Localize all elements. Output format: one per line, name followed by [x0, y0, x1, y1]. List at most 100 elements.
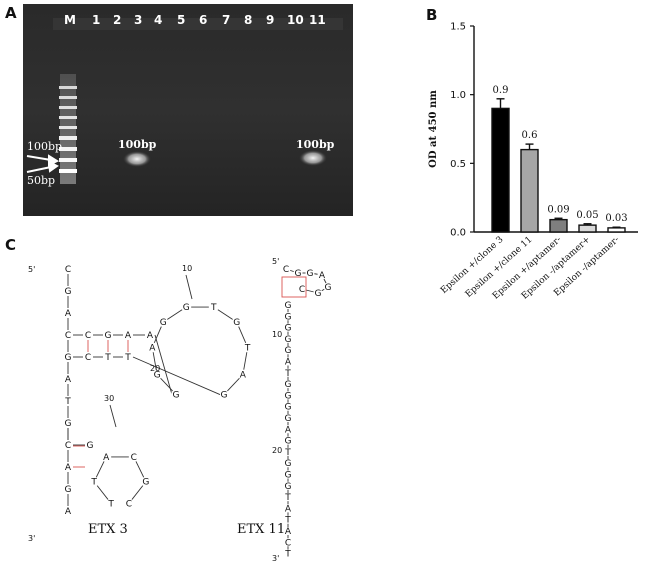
nucleotide: C [126, 499, 132, 509]
nucleotide-bg [101, 451, 112, 462]
position-number: 30 [104, 394, 114, 403]
nucleotide: G [285, 459, 292, 469]
aptamer-structures: C G A C G A T G C A G A 5' 3' C G A A C T T G G A G G T G T A G 10 20 G T T… [20, 255, 420, 573]
nucleotide: C [131, 453, 137, 463]
nucleotide: G [315, 289, 322, 299]
bar [549, 218, 568, 233]
nucleotide-bg [152, 369, 163, 380]
nucleotide: A [65, 375, 72, 385]
backbone [109, 404, 117, 428]
position-number: 10 [182, 264, 192, 273]
five-prime-end: 5' [272, 257, 279, 266]
nucleotide: G [285, 437, 292, 447]
nucleotide-bg [231, 317, 242, 328]
data-label: 0.9 [493, 85, 509, 96]
nucleotide: C [85, 331, 91, 341]
position-number: 20 [272, 446, 282, 455]
nucleotide: G [105, 331, 112, 341]
nucleotide: C [85, 353, 91, 363]
bar [520, 148, 539, 233]
y-axis-label: OD at 450 nm [428, 90, 439, 168]
nucleotide: G [183, 303, 190, 313]
nucleotide-bg [317, 270, 327, 280]
backbone [185, 274, 193, 300]
nucleotide: G [295, 269, 302, 279]
gel-marker-label-100bp: 100bp [27, 140, 63, 153]
nucleotide: T [284, 493, 291, 503]
data-label: 0.03 [605, 213, 627, 224]
nucleotide: G [233, 318, 240, 328]
gel-marker-label-50bp: 50bp [27, 174, 56, 187]
nucleotide: G [307, 269, 314, 279]
nucleotide-bg [208, 302, 219, 313]
nucleotide: G [285, 324, 292, 334]
position-number: 10 [272, 330, 282, 339]
nucleotide: A [285, 504, 292, 514]
nucleotide: G [285, 482, 292, 492]
nucleotide: C [65, 331, 71, 341]
data-label: 0.05 [576, 210, 598, 221]
nucleotide: G [160, 318, 167, 328]
gel-background [23, 4, 353, 216]
nucleotide: T [210, 303, 217, 313]
nucleotide-bg [297, 284, 307, 294]
gel-ladder-bands [59, 86, 77, 173]
nucleotide: A [65, 463, 72, 473]
nucleotide-bg [313, 288, 323, 298]
nucleotide: G [285, 335, 292, 345]
y-tick-label: 1.0 [450, 90, 466, 101]
gel-svg [23, 4, 353, 216]
nucleotide: A [240, 371, 247, 381]
chart-bars [491, 98, 626, 233]
gel-lane-label: 11 [309, 13, 326, 27]
nucleotide: A [285, 358, 292, 368]
nucleotide-bg [147, 342, 158, 353]
panel-letter-a: A [5, 4, 17, 22]
nucleotide: T [244, 343, 251, 353]
nucleotide: A [147, 331, 154, 341]
nucleotide: G [285, 380, 292, 390]
gel-arrows [26, 154, 60, 173]
nucleotide: T [284, 550, 291, 560]
bar [491, 107, 510, 233]
panel-letter-c: C [5, 236, 17, 254]
three-prime-end: 3' [28, 534, 35, 543]
y-tick-label: 0.5 [450, 159, 466, 170]
etx11-label: ETX 11 [237, 522, 286, 537]
nucleotide: G [285, 312, 292, 322]
gel-image [23, 4, 353, 216]
gel-lane-label: 8 [244, 13, 253, 27]
nucleotide-bg [305, 268, 315, 278]
nucleotide: A [285, 425, 292, 435]
nucleotide: G [65, 419, 72, 429]
data-label: 0.09 [547, 204, 569, 215]
nucleotide: G [87, 441, 94, 451]
nucleotide: C [285, 538, 291, 548]
nucleotide: A [285, 527, 292, 537]
nucleotide: T [90, 478, 97, 488]
nucleotide-bg [89, 476, 100, 487]
nucleotide: G [154, 371, 161, 381]
data-label: 0.6 [522, 130, 538, 141]
nucleotide: G [65, 353, 72, 363]
nucleotide: T [284, 369, 291, 379]
five-prime-end: 5' [28, 265, 35, 274]
position-number: 20 [150, 364, 160, 373]
nucleotide: A [65, 507, 72, 517]
nucleotide: G [65, 485, 72, 495]
bar [578, 224, 597, 233]
gel-lane-label: 1 [92, 13, 101, 27]
nucleotide: G [285, 391, 292, 401]
gel-lane-label: 7 [222, 13, 231, 27]
nucleotide-bg [181, 302, 192, 313]
nucleotide: T [104, 353, 111, 363]
bar [607, 227, 626, 233]
gel-lane-label: 9 [266, 13, 275, 27]
gel-lane-label: 3 [134, 13, 143, 27]
gel-band-lane-3 [123, 151, 151, 167]
gel-band-label-lane-3: 100bp [118, 138, 157, 151]
nucleotide: G [285, 414, 292, 424]
